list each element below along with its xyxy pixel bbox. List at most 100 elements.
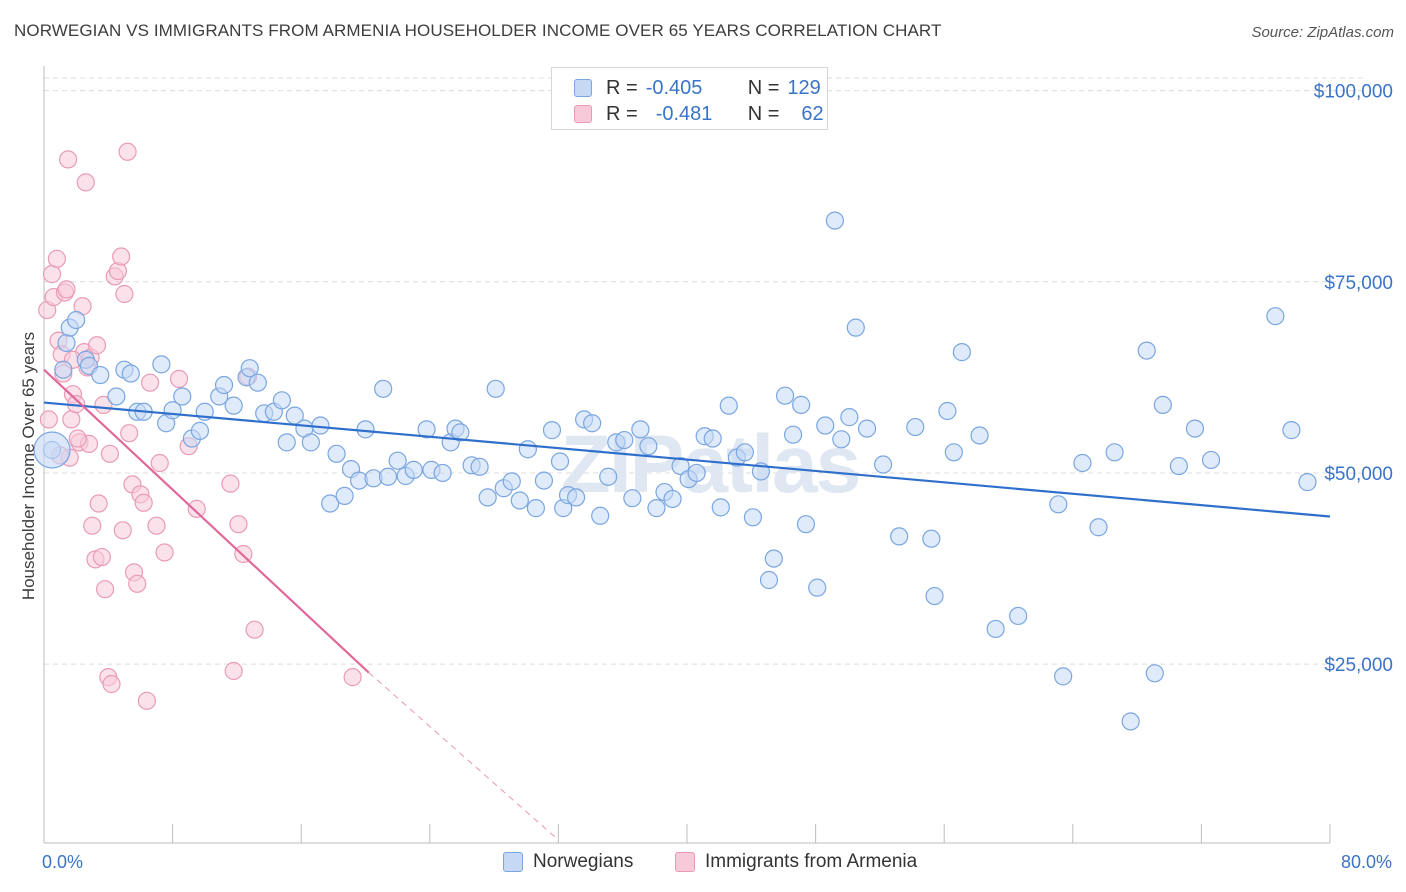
norwegian-point (1121, 712, 1140, 731)
norwegian-point (816, 416, 835, 435)
norwegian-point (792, 395, 811, 414)
norwegian-point (1169, 456, 1188, 476)
armenia-point (47, 249, 66, 268)
norwegian-point (173, 387, 192, 406)
norwegian-point (944, 443, 963, 462)
norwegian-point (663, 489, 682, 509)
series-legend: Norwegians Immigrants from Armenia (0, 851, 1406, 877)
norwegian-point (107, 387, 126, 406)
norwegian-point (591, 506, 610, 525)
armenia-point (102, 674, 121, 694)
norwegian-point (327, 444, 346, 463)
norwegian-point (54, 360, 73, 379)
x-tick-label-min: 0.0% (42, 852, 84, 872)
norwegian-point (906, 417, 925, 437)
norwegian-points (33, 211, 1317, 731)
armenia-point (59, 150, 78, 169)
correlation-legend: R = -0.405 N = 129 R = -0.481 N = 62 (551, 67, 828, 130)
norwegian-point (639, 437, 658, 456)
norwegian-point (1073, 453, 1092, 473)
norwegian-point (451, 423, 470, 442)
norwegian-point (277, 433, 296, 452)
norwegian-point (486, 379, 505, 398)
norwegian-point (615, 430, 634, 450)
armenia-point (140, 373, 160, 392)
norwegian-point (526, 499, 545, 518)
norwegian-point (152, 355, 171, 374)
legend-swatch-blue (574, 79, 592, 97)
norwegian-point-large (33, 431, 71, 469)
armenia-point (87, 336, 107, 355)
norwegian-point (1282, 421, 1301, 440)
armenia-point (92, 547, 111, 567)
norwegian-point (502, 472, 521, 491)
norwegian-point (925, 586, 944, 606)
norwegian-point (510, 491, 529, 510)
norwegian-point (1054, 667, 1073, 686)
norwegian-point (1009, 606, 1028, 626)
norwegian-point (857, 419, 877, 438)
norwegian-point (272, 391, 292, 410)
norwegian-point (470, 457, 489, 476)
norwegian-point (404, 460, 423, 479)
armenia-point (118, 142, 137, 161)
armenia-point (68, 429, 87, 448)
y-tick-label: $100,000 (1314, 82, 1393, 103)
armenia-point (134, 493, 153, 512)
norwegian-point (1201, 450, 1221, 470)
armenia-point (169, 369, 189, 388)
armenia-point (76, 173, 95, 192)
legend-swatch-pink (574, 105, 592, 123)
norwegian-point (775, 386, 795, 405)
armenia-point (155, 543, 174, 562)
series-swatch-blue (503, 852, 523, 872)
series-swatch-pink (675, 852, 695, 872)
norwegian-point (190, 421, 210, 440)
norwegian-point (623, 489, 642, 508)
norwegian-point (478, 488, 497, 507)
norwegian-point (1137, 341, 1156, 360)
legend-r-value: -0.481 (655, 102, 713, 125)
armenia-points (38, 142, 362, 710)
norwegian-point (719, 396, 738, 415)
norwegian-point (1185, 419, 1205, 438)
armenia-point (221, 474, 240, 493)
norwegian-point (91, 365, 110, 385)
norwegian-point (301, 433, 320, 452)
norwegian-point (840, 408, 859, 427)
armenia-point (113, 521, 132, 540)
norwegian-point (599, 467, 618, 486)
y-tick-label: $25,000 (1324, 655, 1393, 676)
chart-source: Source: ZipAtlas.com (1251, 24, 1394, 41)
series-legend-norwegians: Norwegians (503, 851, 633, 873)
norwegian-point (240, 359, 259, 378)
norwegian-point (374, 379, 393, 398)
norwegian-point (1266, 307, 1285, 326)
y-tick-label: $75,000 (1324, 273, 1393, 294)
norwegian-point (759, 570, 779, 590)
armenia-point (147, 516, 166, 535)
armenia-point (229, 515, 248, 534)
norwegian-point (1089, 518, 1108, 537)
norwegian-point (335, 486, 354, 505)
legend-row-armenia: R = -0.481 N = 62 (574, 102, 824, 126)
norwegian-point (534, 471, 554, 490)
norwegian-point (703, 429, 722, 448)
armenia-point (128, 574, 147, 593)
legend-n-value: 62 (801, 102, 824, 125)
norwegian-point (1049, 495, 1068, 514)
norwegian-point (1298, 473, 1317, 492)
norwegian-point (832, 430, 851, 449)
norwegian-point (647, 499, 666, 518)
norwegian-point (1105, 443, 1124, 462)
y-tick-labels: $25,000 $50,000 $75,000 $100,000 (1314, 82, 1393, 677)
norwegian-point (671, 456, 690, 476)
norwegian-point (356, 420, 375, 439)
legend-n-label: N = (747, 76, 780, 99)
norwegian-point (631, 420, 650, 439)
norwegian-point (224, 396, 243, 415)
norwegian-point (970, 426, 989, 445)
series-legend-armenia: Immigrants from Armenia (675, 851, 917, 873)
norwegian-point (550, 452, 570, 471)
